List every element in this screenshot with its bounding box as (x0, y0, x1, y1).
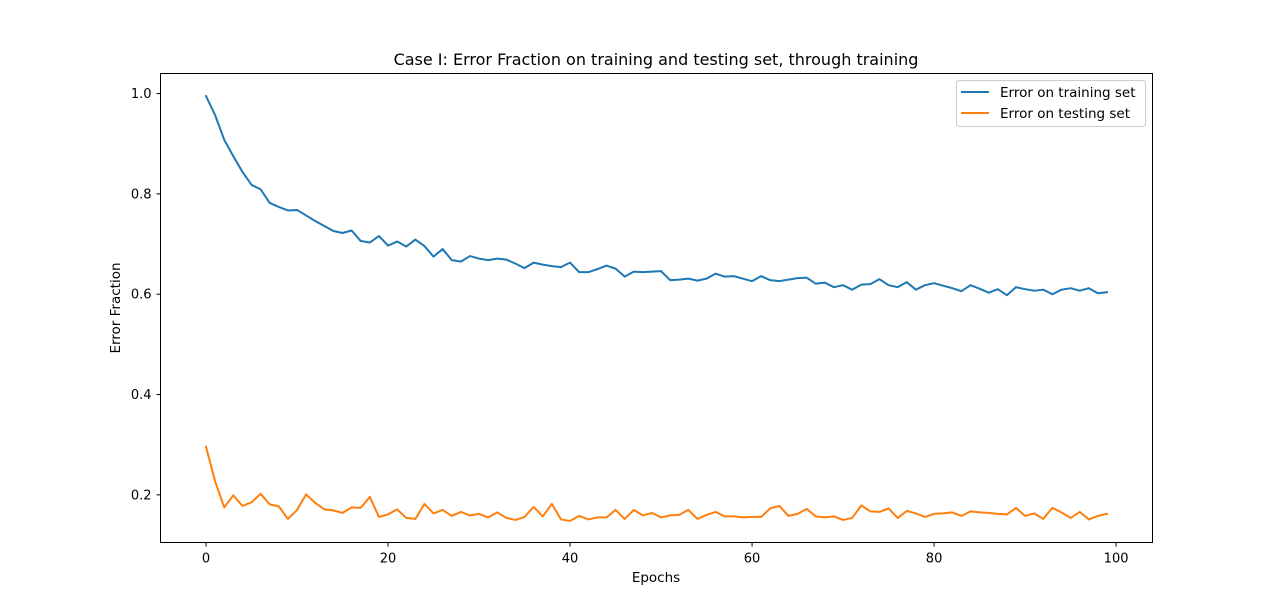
x-axis-label: Epochs (632, 570, 680, 586)
legend-box (956, 80, 1146, 127)
training-error-line (204, 94, 1109, 297)
legend-label-training: Error on training set (1000, 85, 1136, 101)
x-tick-label: 40 (562, 552, 579, 567)
x-tick-label: 100 (1104, 552, 1129, 567)
y-tick-label: 0.8 (131, 187, 152, 202)
plot-lines (204, 94, 1109, 522)
chart-title: Case I: Error Fraction on training and t… (394, 50, 919, 69)
testing-error-line (204, 445, 1109, 522)
y-tick-label: 0.2 (131, 488, 152, 503)
x-tick-label: 0 (202, 552, 210, 567)
x-tick-label: 20 (380, 552, 397, 567)
legend: Error on training set Error on testing s… (956, 80, 1146, 127)
y-tick-label: 1.0 (131, 87, 152, 102)
y-axis-label: Error Fraction (108, 262, 124, 353)
y-axis: 0.2 0.4 0.6 0.8 1.0 (131, 87, 161, 503)
x-tick-label: 80 (926, 552, 943, 567)
x-axis: 0 20 40 60 80 100 (202, 542, 1129, 567)
plot-frame (160, 73, 1153, 543)
x-tick-label: 60 (744, 552, 761, 567)
y-tick-label: 0.4 (131, 388, 152, 403)
y-tick-label: 0.6 (131, 288, 152, 303)
legend-label-testing: Error on testing set (1000, 106, 1130, 122)
